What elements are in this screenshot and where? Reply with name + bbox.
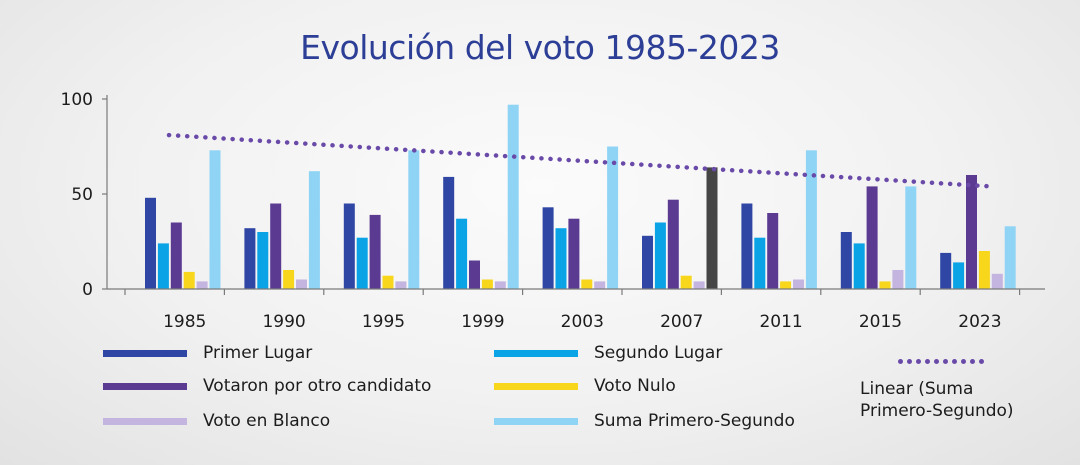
tick-label-group: 0 50 100 1985 1990 1995 1999 2003 2007 2011 2015 20…: [61, 90, 1002, 332]
bar-votaron-por-otro-candidato-2023: [966, 175, 977, 289]
x-tick-label-1990: 1990: [262, 312, 305, 332]
bar-votaron-por-otro-candidato-1990: [270, 203, 282, 289]
y-tick-label-50: 50: [71, 185, 93, 205]
bar-voto-nulo-2007: [680, 275, 692, 289]
bar-voto-nulo-1995: [382, 275, 394, 289]
bar-suma-primero-segundo-2015: [905, 186, 917, 289]
bar-primer-lugar-2023: [940, 252, 952, 289]
bar-suma-primero-segundo-1985: [209, 150, 221, 289]
bar-voto-nulo-1990: [283, 270, 295, 289]
bar-voto-nulo-2015: [879, 281, 891, 289]
bar-primer-lugar-1985: [145, 197, 156, 289]
bar-suma-primero-segundo-1999: [507, 104, 519, 289]
bar-votaron-por-otro-candidato-1985: [170, 222, 182, 289]
x-tick-label-2015: 2015: [859, 312, 902, 332]
bar-votaron-por-otro-candidato-2003: [568, 218, 580, 289]
bar-voto-en-blanco-2011: [793, 279, 804, 289]
x-tick-label-2023: 2023: [958, 312, 1001, 332]
bar-votaron-por-otro-candidato-2007: [667, 199, 679, 289]
bar-primer-lugar-1995: [343, 203, 355, 289]
bar-suma-primero-segundo-1990: [308, 171, 320, 289]
bar-segundo-lugar-2007: [654, 222, 666, 289]
x-tick-label-1985: 1985: [163, 312, 206, 332]
bar-group: [145, 104, 1016, 289]
bar-primer-lugar-2003: [542, 207, 554, 289]
bar-votaron-por-otro-candidato-1995: [369, 214, 381, 289]
bar-segundo-lugar-1995: [356, 237, 368, 289]
trendline: [166, 132, 993, 189]
bar-voto-en-blanco-1999: [494, 281, 506, 289]
bar-voto-en-blanco-2003: [594, 281, 606, 289]
bar-segundo-lugar-2015: [853, 243, 865, 289]
bar-votaron-por-otro-candidato-2015: [866, 186, 878, 289]
bar-primer-lugar-1990: [244, 228, 256, 289]
axes-group: [102, 95, 1045, 295]
bar-segundo-lugar-2003: [555, 228, 567, 289]
x-tick-label-2007: 2007: [660, 312, 703, 332]
trendline-group: [166, 132, 993, 189]
x-tick-label-1995: 1995: [362, 312, 405, 332]
x-tick-label-2003: 2003: [561, 312, 604, 332]
bar-voto-en-blanco-1985: [196, 281, 208, 289]
chart-title: Evolución del voto 1985-2023: [300, 28, 780, 67]
bar-suma-primero-segundo-2003: [607, 146, 619, 289]
bar-votaron-por-otro-candidato-2011: [767, 213, 779, 289]
bar-voto-en-blanco-2023: [991, 273, 1003, 289]
bar-voto-nulo-2003: [581, 279, 593, 289]
x-tick-label-2011: 2011: [759, 312, 802, 332]
bar-segundo-lugar-1985: [157, 243, 169, 289]
bar-voto-nulo-2023: [978, 251, 990, 289]
bar-suma-primero-segundo-1995: [408, 150, 420, 289]
bar-segundo-lugar-2023: [953, 262, 965, 289]
bar-voto-nulo-1999: [481, 279, 493, 289]
bar-suma-primero-segundo-2007: [706, 167, 718, 289]
bar-voto-en-blanco-1990: [296, 279, 307, 289]
bar-votaron-por-otro-candidato-1999: [469, 260, 480, 289]
bar-voto-nulo-2011: [780, 281, 792, 289]
bar-voto-en-blanco-2007: [693, 281, 705, 289]
bar-voto-en-blanco-2015: [892, 270, 904, 289]
bar-primer-lugar-2011: [741, 203, 753, 289]
bar-primer-lugar-2007: [642, 235, 653, 289]
bar-voto-nulo-1985: [183, 271, 195, 289]
bar-voto-en-blanco-1995: [395, 281, 407, 289]
bar-segundo-lugar-1990: [257, 232, 269, 289]
bar-suma-primero-segundo-2023: [1004, 226, 1016, 289]
bar-primer-lugar-2015: [840, 232, 852, 289]
x-tick-label-1999: 1999: [461, 312, 504, 332]
bar-segundo-lugar-2011: [754, 237, 766, 289]
bar-suma-primero-segundo-2011: [805, 150, 817, 289]
bar-primer-lugar-1999: [443, 176, 455, 289]
y-tick-label-0: 0: [82, 280, 93, 300]
bar-segundo-lugar-1999: [456, 218, 468, 289]
y-tick-label-100: 100: [61, 90, 93, 110]
